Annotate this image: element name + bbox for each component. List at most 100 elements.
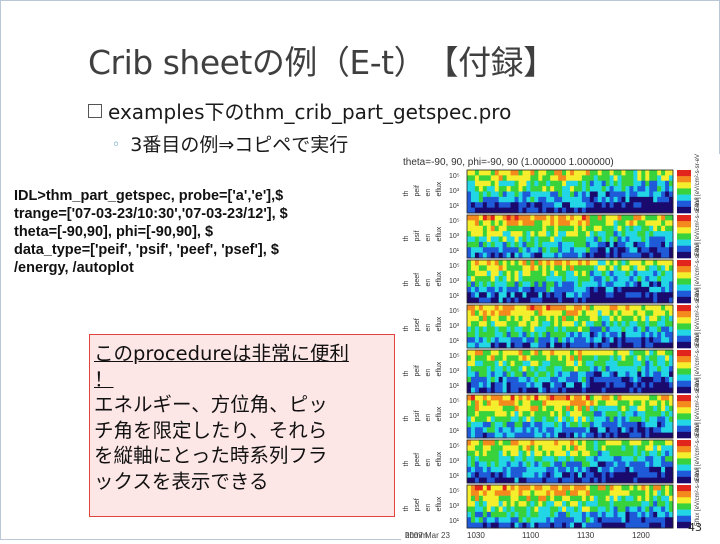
- spectrogram-cell: [570, 180, 575, 187]
- spectrogram-cell: [597, 297, 603, 304]
- spectrogram-cell: [542, 231, 547, 237]
- spectrogram-cell: [649, 366, 654, 372]
- spectrogram-cell: [609, 366, 614, 372]
- spectrogram-cell: [577, 236, 583, 243]
- spectrogram-cell: [597, 366, 603, 372]
- spectrogram-cell: [522, 416, 527, 423]
- spectrogram-cell: [562, 450, 567, 457]
- spectrogram-cell: [490, 225, 496, 232]
- spectrogram-cell: [573, 215, 579, 221]
- y-tick-label: 10⁵: [449, 488, 460, 495]
- spectrogram-cell: [589, 202, 595, 209]
- callout-line: を縦軸にとった時系列フラ: [94, 444, 328, 467]
- colorbar: [677, 485, 691, 529]
- spectrogram-cell: [601, 286, 607, 293]
- spectrogram-cell: [661, 196, 666, 203]
- spectrogram-cell: [506, 225, 511, 232]
- spectrogram-cell: [538, 427, 543, 434]
- spectrogram-cell: [609, 342, 614, 349]
- spectrogram-cell: [542, 305, 547, 311]
- spectrogram-cell: [637, 466, 642, 473]
- spectrogram-cell: [649, 477, 654, 484]
- spectrogram-cell: [653, 286, 658, 293]
- spectrogram-cell: [562, 466, 567, 473]
- spectrogram-cell: [621, 495, 626, 502]
- spectrogram-cell: [510, 321, 515, 327]
- spectrogram-cell: [589, 337, 595, 344]
- spectrogram-cell: [573, 416, 579, 423]
- spectrogram-cell: [649, 371, 654, 378]
- spectrogram-cell: [486, 292, 492, 299]
- spectrogram-cell: [617, 337, 622, 344]
- spectrogram-cell: [498, 376, 504, 383]
- spectrogram-cell: [641, 456, 646, 462]
- spectrogram-cell: [470, 342, 476, 349]
- spectrogram-cell: [502, 490, 508, 497]
- spectrogram-cell: [649, 337, 654, 344]
- spectrogram-cell: [482, 315, 488, 322]
- spectrogram-cell: [633, 252, 638, 259]
- spectrogram-cell: [518, 191, 523, 198]
- spectrogram-cell: [629, 485, 634, 491]
- spectrogram-cell: [470, 416, 476, 423]
- spectrogram-cell: [506, 331, 511, 338]
- spectrogram-cell: [486, 427, 492, 434]
- spectrogram-cell: [490, 202, 496, 209]
- spectrogram-cell: [486, 175, 492, 182]
- spectrogram-cell: [522, 331, 527, 338]
- spectrogram-cell: [514, 427, 519, 434]
- spectrogram-cell: [617, 445, 622, 452]
- spectrogram-cell: [490, 180, 496, 187]
- spectrogram-cell: [562, 456, 567, 462]
- spectrogram-cell: [669, 231, 674, 237]
- spectrogram-cell: [467, 337, 472, 344]
- spectrogram-cell: [661, 416, 666, 423]
- spectrogram-cell: [641, 297, 646, 304]
- spectrogram-cell: [526, 175, 531, 182]
- spectrogram-cell: [657, 485, 662, 491]
- spectrogram-cell: [577, 456, 583, 462]
- spectrogram-cell: [546, 376, 551, 383]
- spectrogram-cell: [474, 427, 480, 434]
- spectrogram-cell: [514, 321, 519, 327]
- spectrogram-cell: [645, 191, 650, 198]
- spectrogram-cell: [498, 331, 504, 338]
- spectrogram-cell: [637, 432, 642, 439]
- spectrogram-cell: [558, 517, 563, 524]
- spectrogram-cell: [629, 511, 634, 518]
- spectrogram-cell: [601, 231, 607, 237]
- spectrogram-cell: [649, 305, 654, 311]
- spectrogram-cell: [669, 400, 674, 407]
- spectrogram-cell: [478, 286, 484, 293]
- spectrogram-cell: [498, 170, 504, 176]
- panel-label: th peef en eflux: [403, 271, 443, 286]
- spectrogram-cell: [490, 421, 496, 428]
- spectrogram-cell: [633, 180, 638, 187]
- panel-label: th peif en eflux: [403, 181, 443, 196]
- spectrogram-cell: [609, 506, 614, 513]
- spectrogram-cell: [490, 350, 496, 356]
- spectrogram-cell: [633, 440, 638, 446]
- spectrogram-cell: [605, 456, 611, 462]
- colorbar-segment: [677, 407, 691, 414]
- spectrogram-cell: [474, 225, 480, 232]
- spectrogram-cell: [609, 360, 614, 367]
- spectrogram-cell: [613, 337, 618, 344]
- spectrogram-cell: [585, 360, 591, 367]
- spectrogram-cell: [482, 175, 488, 182]
- spectrogram-cell: [661, 225, 666, 232]
- y-tick-label: 10¹: [449, 473, 460, 480]
- spectrogram-cell: [581, 445, 587, 452]
- spectrogram-cell: [482, 196, 488, 203]
- spectrogram-cell: [625, 310, 630, 317]
- spectrogram-cell: [593, 196, 599, 203]
- spectrogram-cell: [494, 517, 500, 524]
- spectrogram-cell: [669, 297, 674, 304]
- spectrogram-cell: [474, 215, 480, 221]
- spectrogram-cell: [538, 461, 543, 468]
- spectrogram-cell: [657, 511, 662, 518]
- spectrogram-cell: [566, 231, 571, 237]
- spectrogram-cell: [546, 400, 551, 407]
- spectrogram-cell: [621, 461, 626, 468]
- spectrogram-cell: [625, 506, 630, 513]
